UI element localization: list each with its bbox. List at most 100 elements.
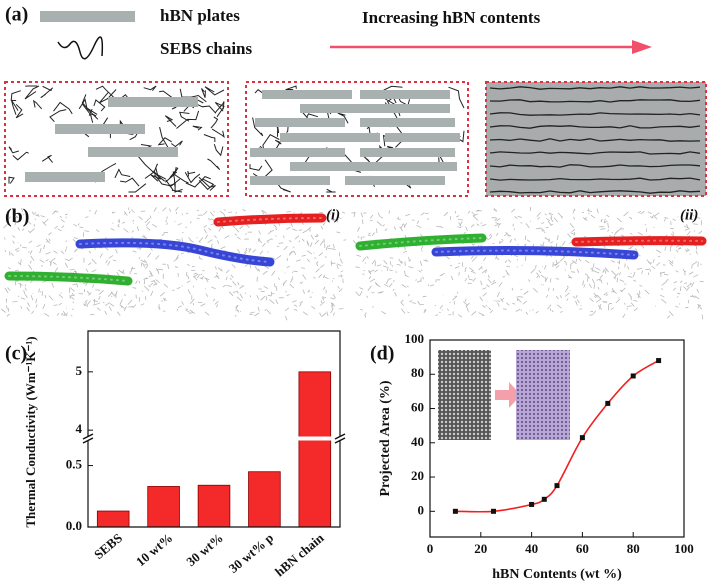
mesh-bond xyxy=(217,267,223,272)
mesh-bond xyxy=(216,304,218,308)
mesh-bond xyxy=(683,225,689,229)
mesh-bond xyxy=(29,250,33,255)
mesh-bond xyxy=(645,228,648,233)
mesh-bond xyxy=(269,299,275,305)
mesh-bond xyxy=(398,258,402,264)
mesh-bond xyxy=(92,300,98,302)
mesh-bond xyxy=(81,248,84,250)
plate xyxy=(280,133,380,142)
box xyxy=(485,81,707,197)
chain xyxy=(81,94,98,115)
mesh-bond xyxy=(640,210,645,215)
mesh-bond xyxy=(694,295,700,300)
molecule-beads xyxy=(79,241,271,263)
mesh-bond xyxy=(176,239,181,241)
mesh-bond xyxy=(479,296,483,302)
mesh-bond xyxy=(294,235,300,240)
mesh-bond xyxy=(105,259,108,264)
mesh-bond xyxy=(578,258,582,262)
mesh-bond xyxy=(301,238,305,242)
mesh-bond xyxy=(564,292,570,297)
mesh-bond xyxy=(396,218,401,220)
mesh-bond xyxy=(330,302,335,305)
mesh-bond xyxy=(536,272,541,278)
mesh-bond xyxy=(355,266,360,269)
plate xyxy=(25,172,105,182)
mesh-bond xyxy=(96,307,101,311)
mesh-bond xyxy=(158,306,161,310)
mesh-bond xyxy=(488,233,492,237)
mesh-bond xyxy=(617,297,620,299)
mesh-bond xyxy=(515,308,521,312)
mesh-bond xyxy=(384,228,388,232)
mesh-bond xyxy=(242,209,246,212)
chain xyxy=(249,164,263,171)
mesh-bond xyxy=(185,309,190,313)
mesh-bond xyxy=(275,285,278,291)
mesh-bond xyxy=(589,297,594,302)
mesh-bond xyxy=(84,230,90,232)
legend-text: hBN plates xyxy=(160,6,240,25)
mesh-bond xyxy=(517,215,523,218)
mesh-bond xyxy=(88,262,92,266)
mesh-bond xyxy=(561,240,566,246)
mesh-bond xyxy=(641,270,643,274)
mesh-bond xyxy=(270,291,273,297)
mesh-bond xyxy=(372,305,374,308)
mesh-bond xyxy=(269,230,275,232)
mesh-bond xyxy=(405,213,411,217)
schematic xyxy=(4,81,707,197)
mesh-bond xyxy=(439,305,444,309)
mesh-bond xyxy=(477,209,482,212)
mesh-bond xyxy=(145,221,151,227)
mesh-bond xyxy=(61,225,65,229)
mesh-bond xyxy=(330,308,334,314)
mesh-bond xyxy=(684,282,688,285)
mesh-bond xyxy=(123,211,128,216)
mesh-bond xyxy=(298,240,301,243)
mesh xyxy=(0,206,707,321)
mesh-bond xyxy=(408,266,414,269)
mesh-bond xyxy=(552,288,554,291)
chain xyxy=(274,139,282,152)
mesh-bond xyxy=(488,274,490,279)
mesh-bond xyxy=(157,269,160,275)
mesh-bond xyxy=(42,221,47,226)
mesh-bond xyxy=(28,240,33,244)
mesh-bond xyxy=(338,288,343,293)
mesh-bond xyxy=(400,260,404,264)
mesh-bond xyxy=(275,299,279,305)
mesh-bond xyxy=(555,265,560,269)
mesh-bond xyxy=(73,223,78,227)
chain xyxy=(15,103,24,119)
chain xyxy=(53,101,73,115)
mesh-bond xyxy=(155,279,160,283)
mesh-bond xyxy=(229,278,232,280)
mesh-bond xyxy=(316,262,319,267)
mesh-bond xyxy=(695,250,698,255)
mesh-bond xyxy=(520,288,523,291)
x-tick-label: 20 xyxy=(474,541,487,556)
mesh-bond xyxy=(547,304,552,310)
mesh-bond xyxy=(661,298,667,304)
mesh-bond xyxy=(205,293,209,297)
mesh-bond xyxy=(528,279,531,282)
mesh-bond xyxy=(286,211,292,213)
mesh-bond xyxy=(144,285,150,292)
mesh-bond xyxy=(333,277,335,280)
mesh-bond xyxy=(584,216,587,221)
mesh-bond xyxy=(237,248,241,254)
mesh-bond xyxy=(140,259,146,263)
plate xyxy=(290,162,390,171)
mesh-bond xyxy=(65,240,68,242)
mesh-bond xyxy=(691,264,693,269)
mesh-bond xyxy=(544,213,547,216)
mesh-bond xyxy=(319,301,326,306)
mesh-bond xyxy=(232,225,236,228)
mesh-bond xyxy=(230,274,234,279)
mesh-bond xyxy=(49,260,52,266)
y-tick-label: 0.5 xyxy=(66,457,83,472)
mesh-bond xyxy=(239,293,244,299)
mesh-bond xyxy=(361,219,364,224)
chain xyxy=(184,171,201,184)
